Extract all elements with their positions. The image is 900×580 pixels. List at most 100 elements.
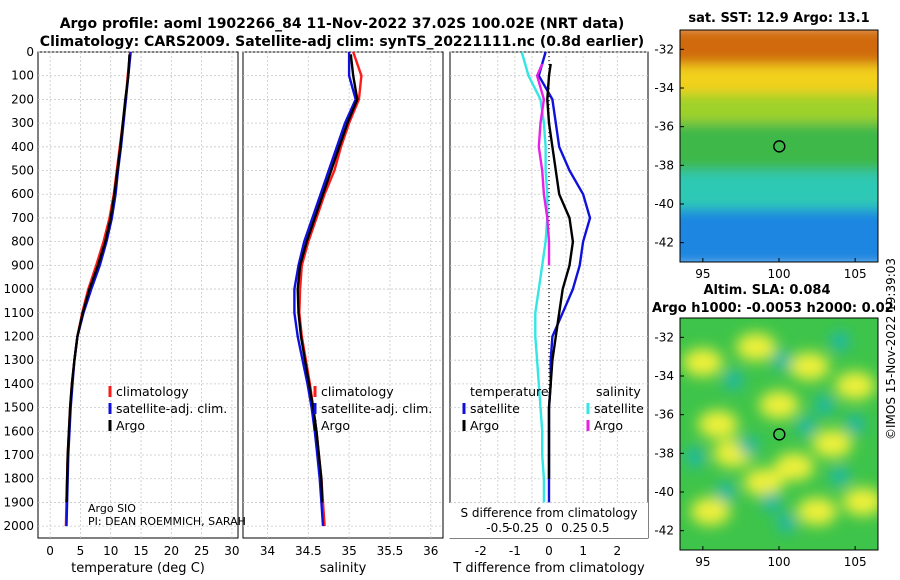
x-tick-label: 20 <box>164 544 179 558</box>
y-tick-label: 500 <box>11 164 34 178</box>
credit-line-2: PI: DEAN ROEMMICH, SARAH <box>88 515 246 528</box>
top-tick-label: 0.25 <box>561 521 588 535</box>
header-line-2: Climatology: CARS2009. Satellite-adj cli… <box>40 34 644 50</box>
sla-low <box>776 512 797 533</box>
map-x-tick-label: 105 <box>844 555 867 569</box>
y-tick-label: 400 <box>11 140 34 154</box>
series-line-satellite <box>293 52 357 527</box>
sla-high <box>736 333 777 361</box>
y-tick-label: 800 <box>11 235 34 249</box>
y-tick-label: 1100 <box>3 306 34 320</box>
difference-panel: -2 -1 0 1 2 T difference from climatology S di… <box>446 51 649 576</box>
legend-label: satellite-adj. clim. <box>321 401 432 416</box>
series-line-argo <box>546 63 575 479</box>
map-field <box>680 318 878 550</box>
sla-high <box>842 487 878 516</box>
sla-anomalies <box>682 331 878 533</box>
map-x-tick-label: 105 <box>844 267 867 281</box>
x-tick-label: 1 <box>579 544 587 558</box>
x-tick-label: 34.5 <box>295 544 322 558</box>
plot-frame <box>37 51 239 539</box>
y-tick-label: 1700 <box>3 448 34 462</box>
map-y-tick-label: -36 <box>654 408 674 422</box>
x-tick-label: 30 <box>224 544 239 558</box>
argo-position-marker <box>773 428 786 441</box>
sst-map-panel: -32 -34 -36 -38 -40 -42 95 100 105 sat. SST: 12.9… <box>654 11 879 281</box>
sst-band <box>680 209 878 262</box>
x-axis-label: T difference from climatology <box>452 561 645 576</box>
map-y-tick-label: -34 <box>654 369 674 383</box>
y-tick-label: 200 <box>11 92 34 106</box>
x-tick-label: 36 <box>423 544 438 558</box>
sla-high <box>774 452 815 481</box>
legend-label: climatology <box>321 384 394 399</box>
temperature-panel: 0100200300400500600700800900100011001200… <box>3 45 239 576</box>
y-tick-label: 0 <box>26 45 34 59</box>
y-tick-label: 900 <box>11 258 34 272</box>
y-tick-label: 1400 <box>3 377 34 391</box>
map-y-tick-label: -32 <box>654 42 674 56</box>
map-title: Altim. SLA: 0.084 <box>704 283 831 298</box>
y-tick-label: 600 <box>11 187 34 201</box>
y-tick-label: 1600 <box>3 424 34 438</box>
map-x-tick-label: 95 <box>695 267 710 281</box>
map-subtitle: Argo h1000: -0.0053 h2000: 0.02 <box>652 301 894 316</box>
plot-frame <box>242 51 444 539</box>
legend-label: Argo <box>116 418 145 433</box>
y-tick-label: 2000 <box>3 519 34 533</box>
legend-label: satellite-adj. clim. <box>116 401 227 416</box>
map-y-tick-label: -42 <box>654 524 674 538</box>
y-tick-label: 1300 <box>3 353 34 367</box>
sla-high <box>812 429 853 458</box>
sla-high <box>789 352 830 381</box>
sla-low <box>761 491 782 512</box>
sla-high <box>690 497 731 526</box>
top-tick-label: 0 <box>545 521 553 535</box>
map-y-tick-label: -32 <box>654 330 674 344</box>
sla-high <box>743 468 784 497</box>
x-tick-label: 35.5 <box>377 544 404 558</box>
legend-label: satellite <box>594 401 644 416</box>
top-tick-label: -0.5 <box>486 521 509 535</box>
series-line-argo_salinity <box>535 63 551 266</box>
series-line-argo <box>65 54 131 503</box>
y-tick-label: 100 <box>11 69 34 83</box>
y-tick-label: 1900 <box>3 495 34 509</box>
x-tick-label: -2 <box>475 544 487 558</box>
y-tick-label: 1800 <box>3 472 34 486</box>
sla-low <box>685 447 706 468</box>
y-tick-label: 700 <box>11 211 34 225</box>
x-tick-label: -1 <box>509 544 521 558</box>
sla-low <box>796 416 817 437</box>
legend-label: Argo <box>470 418 499 433</box>
argo-position-marker <box>773 140 786 153</box>
sla-low <box>715 482 736 502</box>
series-line-sat_salinity <box>520 51 549 503</box>
x-tick-label: 25 <box>194 544 209 558</box>
sla-low <box>829 466 850 487</box>
map-x-tick-label: 100 <box>768 555 791 569</box>
legend-label: climatology <box>116 384 189 399</box>
sla-high <box>797 497 838 526</box>
top-axis-label: S difference from climatology <box>461 506 638 520</box>
y-tick-label: 300 <box>11 116 34 130</box>
sla-low <box>723 369 744 390</box>
x-tick-label: 0 <box>46 544 54 558</box>
sla-low <box>814 395 835 415</box>
sla-high <box>835 371 876 400</box>
x-axis-label: salinity <box>320 561 367 576</box>
map-y-tick-label: -38 <box>654 158 674 172</box>
map-y-tick-label: -34 <box>654 81 674 95</box>
legend-title: temperature <box>470 384 549 399</box>
map-y-tick-label: -40 <box>654 485 674 499</box>
map-x-tick-label: 95 <box>695 555 710 569</box>
map-y-tick-label: -36 <box>654 120 674 134</box>
sla-low <box>829 331 850 352</box>
sla-low <box>738 435 759 456</box>
x-axis-label: temperature (deg C) <box>71 561 205 576</box>
legend-label: Argo <box>594 418 623 433</box>
header-line-1: Argo profile: aoml 1902266_84 11-Nov-202… <box>60 16 625 32</box>
top-tick-label: 0.5 <box>590 521 609 535</box>
x-tick-label: 15 <box>133 544 148 558</box>
